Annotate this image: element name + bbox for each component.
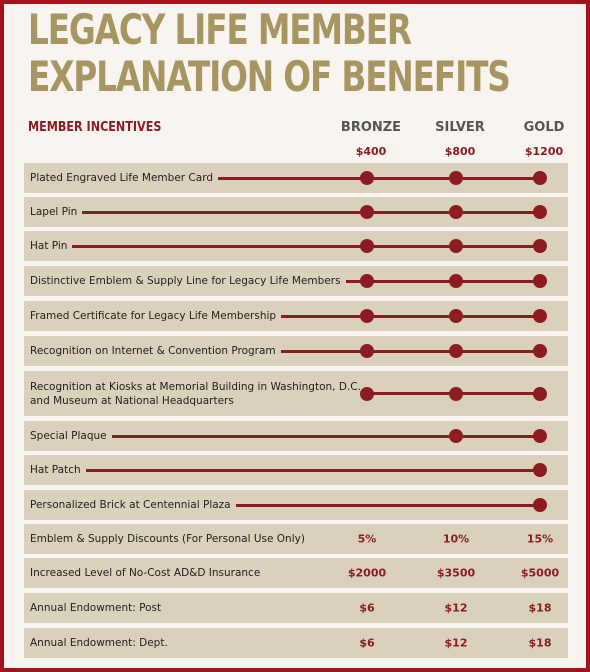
bronze-included-dot [360,205,374,219]
benefit-row: Hat Pin [24,231,568,261]
benefit-leader-line [32,314,540,318]
bronze-included-dot [360,386,374,401]
gold-included-dot [533,429,547,443]
benefit-label: Hat Patch [30,463,86,477]
gold-included-dot [533,274,547,288]
tier-bronze-name: BRONZE [340,120,402,135]
gold-value: 15% [526,532,554,546]
benefit-label: Emblem & Supply Discounts (For Personal … [30,532,310,546]
tier-silver-name: SILVER [435,120,485,135]
member-incentives-header: MEMBER INCENTIVES [28,120,162,135]
bronze-value: 5% [357,532,377,546]
silver-value: 10% [442,532,470,546]
benefit-label: Personalized Brick at Centennial Plaza [30,498,236,512]
benefit-label: Framed Certificate for Legacy Life Membe… [30,309,282,323]
gold-included-dot [533,498,547,512]
gold-included-dot [533,463,547,477]
benefit-leader-line [32,503,540,507]
gold-value: $18 [528,601,552,615]
silver-value: $12 [444,601,468,615]
benefit-label: Recognition on Internet & Convention Pro… [30,344,281,358]
benefit-label: Annual Endowment: Dept. [30,636,173,650]
bronze-included-dot [360,309,374,323]
gold-included-dot [533,309,547,323]
benefit-row: Lapel Pin [24,197,568,227]
tier-bronze-price: $400 [355,145,387,158]
gold-included-dot [533,386,547,401]
benefit-leader-line [32,468,540,472]
benefit-label: Recognition at Kiosks at Memorial Buildi… [30,379,366,408]
benefit-row: Annual Endowment: Dept. $6 $12 $18 [24,628,568,658]
silver-included-dot [449,344,463,358]
gold-included-dot [533,344,547,358]
tier-gold-price: $1200 [524,145,564,158]
silver-value: $3500 [436,566,476,580]
bronze-value: $6 [359,636,375,650]
benefit-row: Emblem & Supply Discounts (For Personal … [24,524,568,554]
benefit-row: Recognition at Kiosks at Memorial Buildi… [24,371,568,416]
gold-value: $5000 [520,566,560,580]
silver-included-dot [449,239,463,253]
silver-included-dot [449,205,463,219]
title-line-2: EXPLANATION OF BENEFITS [28,52,511,101]
bronze-included-dot [360,344,374,358]
gold-included-dot [533,171,547,185]
benefit-label: Plated Engraved Life Member Card [30,171,218,185]
page-title: LEGACY LIFE MEMBER EXPLANATION OF BENEFI… [28,5,511,101]
tier-silver-price: $800 [444,145,476,158]
silver-included-dot [449,309,463,323]
benefit-row: Distinctive Emblem & Supply Line for Leg… [24,266,568,296]
bronze-included-dot [360,239,374,253]
bronze-value: $2000 [347,566,387,580]
benefit-label: Distinctive Emblem & Supply Line for Leg… [30,274,346,288]
benefit-label: Hat Pin [30,239,73,253]
benefit-label: Special Plaque [30,429,112,443]
benefit-label: Lapel Pin [30,205,83,219]
benefit-leader-line [32,349,540,353]
benefit-row: Personalized Brick at Centennial Plaza [24,490,568,520]
benefit-row: Hat Patch [24,455,568,485]
bronze-value: $6 [359,601,375,615]
benefit-row: Annual Endowment: Post $6 $12 $18 [24,593,568,623]
tier-gold-name: GOLD [523,120,565,135]
bronze-included-dot [360,274,374,288]
bronze-included-dot [360,171,374,185]
benefit-row: Increased Level of No-Cost AD&D Insuranc… [24,558,568,588]
gold-included-dot [533,239,547,253]
silver-included-dot [449,429,463,443]
benefit-leader-line [32,176,540,180]
benefit-leader-line [32,434,540,438]
benefit-label: Increased Level of No-Cost AD&D Insuranc… [30,566,266,580]
benefit-row: Framed Certificate for Legacy Life Membe… [24,301,568,331]
benefit-row: Recognition on Internet & Convention Pro… [24,336,568,366]
benefit-row: Plated Engraved Life Member Card [24,163,568,193]
benefit-label: Annual Endowment: Post [30,601,167,615]
silver-included-dot [449,386,463,401]
silver-included-dot [449,274,463,288]
benefit-leader-line [32,244,540,248]
silver-included-dot [449,171,463,185]
benefit-row: Special Plaque [24,421,568,451]
title-line-1: LEGACY LIFE MEMBER [28,5,412,54]
gold-included-dot [533,205,547,219]
silver-value: $12 [444,636,468,650]
benefit-leader-line [32,210,540,214]
gold-value: $18 [528,636,552,650]
